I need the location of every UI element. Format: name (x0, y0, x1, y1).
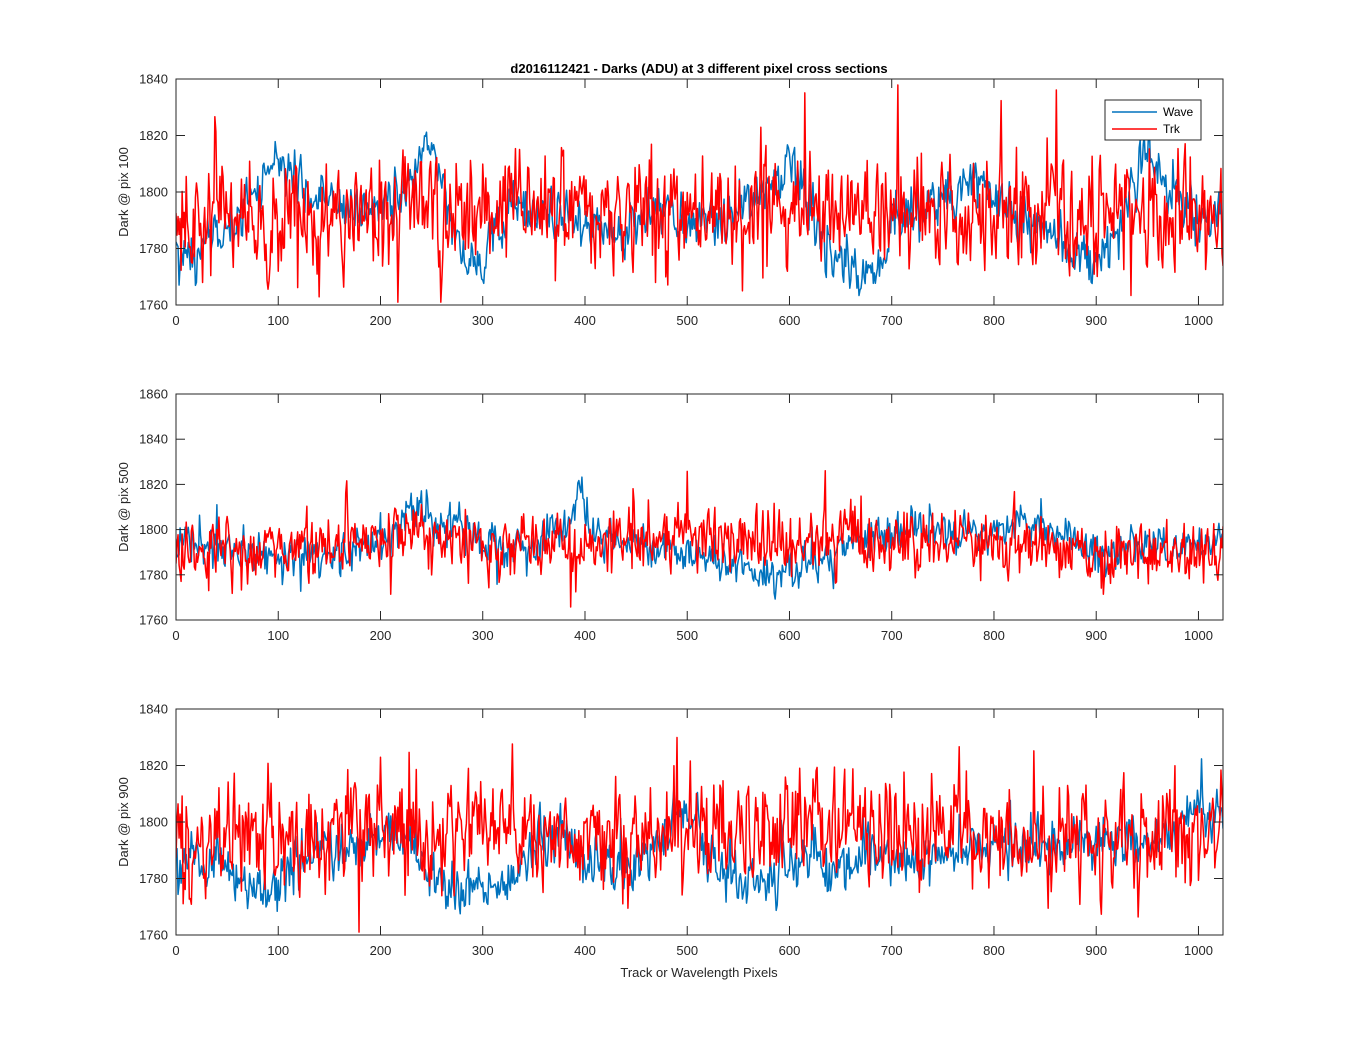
x-tick-label: 300 (472, 943, 494, 958)
x-tick-label: 800 (983, 628, 1005, 643)
x-tick-label: 700 (881, 628, 903, 643)
y-tick-label: 1840 (139, 432, 168, 447)
x-tick-label: 800 (983, 313, 1005, 328)
x-tick-label: 500 (676, 313, 698, 328)
series-group (176, 84, 1223, 303)
y-axis-label: Dark @ pix 100 (116, 147, 131, 237)
y-tick-label: 1820 (139, 477, 168, 492)
legend-box (1104, 99, 1202, 141)
x-tick-label: 900 (1085, 313, 1107, 328)
x-tick-label: 400 (574, 628, 596, 643)
x-tick-label: 500 (676, 628, 698, 643)
x-tick-label: 0 (172, 943, 179, 958)
x-tick-label: 200 (370, 628, 392, 643)
series-line-trk (176, 736, 1223, 933)
chart-title: d2016112421 - Darks (ADU) at 3 different… (510, 61, 887, 76)
y-axis-label: Dark @ pix 900 (116, 777, 131, 867)
series-group (176, 470, 1223, 608)
y-tick-label: 1780 (139, 567, 168, 582)
y-tick-label: 1820 (139, 758, 168, 773)
y-tick-label: 1780 (139, 871, 168, 886)
series-line-trk (176, 470, 1223, 608)
y-tick-label: 1820 (139, 128, 168, 143)
y-tick-label: 1800 (139, 185, 168, 200)
x-tick-label: 700 (881, 943, 903, 958)
y-tick-label: 1800 (139, 815, 168, 830)
x-tick-label: 1000 (1184, 313, 1213, 328)
y-tick-label: 1760 (139, 613, 168, 628)
subplot-pix-100: 0 100 200 300 400 500 600 700 800 900 1000 1760 1780… (116, 72, 1224, 328)
x-tick-label: 100 (267, 313, 289, 328)
legend[interactable]: Wave Trk (1104, 99, 1202, 141)
y-tick-label: 1760 (139, 298, 168, 313)
x-tick-label: 800 (983, 943, 1005, 958)
x-tick-label: 900 (1085, 943, 1107, 958)
legend-label-wave: Wave (1163, 105, 1194, 119)
y-axis-label: Dark @ pix 500 (116, 462, 131, 552)
x-tick-label: 1000 (1184, 943, 1213, 958)
subplot-pix-500: 0 100 200 300 400 500 600 700 800 900 1000 1760 1780… (116, 387, 1224, 643)
y-tick-label: 1840 (139, 702, 168, 717)
x-tick-label: 500 (676, 943, 698, 958)
subplot-pix-900: 0 100 200 300 400 500 600 700 800 900 1000 1760 1780… (116, 702, 1224, 958)
plot-area (176, 394, 1223, 620)
x-tick-label: 0 (172, 313, 179, 328)
x-tick-label: 100 (267, 628, 289, 643)
y-tick-label: 1840 (139, 72, 168, 87)
x-tick-label: 300 (472, 313, 494, 328)
axes-frame (175, 393, 1224, 621)
y-tick-label: 1780 (139, 241, 168, 256)
x-tick-label: 400 (574, 943, 596, 958)
x-tick-label: 600 (779, 943, 801, 958)
x-tick-label: 400 (574, 313, 596, 328)
y-tick-label: 1800 (139, 522, 168, 537)
x-tick-label: 700 (881, 313, 903, 328)
x-tick-label: 0 (172, 628, 179, 643)
y-tick-label: 1760 (139, 928, 168, 943)
series-line-trk (176, 84, 1223, 303)
x-tick-label: 200 (370, 943, 392, 958)
y-tick-label: 1860 (139, 387, 168, 402)
series-group (176, 736, 1223, 933)
x-tick-label: 200 (370, 313, 392, 328)
x-tick-label: 1000 (1184, 628, 1213, 643)
legend-label-trk: Trk (1163, 122, 1181, 136)
x-tick-label: 600 (779, 628, 801, 643)
x-tick-label: 900 (1085, 628, 1107, 643)
x-tick-label: 300 (472, 628, 494, 643)
x-tick-label: 100 (267, 943, 289, 958)
x-axis-label: Track or Wavelength Pixels (620, 965, 778, 980)
x-tick-label: 600 (779, 313, 801, 328)
